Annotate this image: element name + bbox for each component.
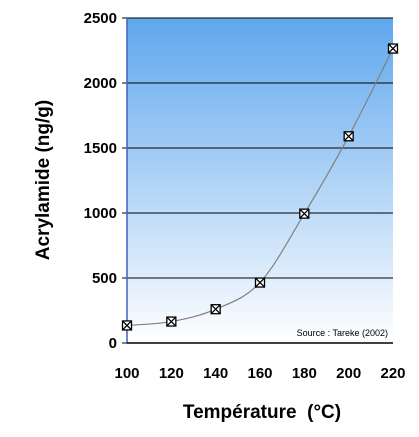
y-tick-labels: 0 500 1000 1500 2000 2500 [84, 10, 117, 352]
y-tick-label: 1000 [84, 205, 117, 222]
x-tick-label: 220 [380, 365, 405, 382]
data-point-marker [343, 131, 354, 142]
x-axis-title: Température (°C) [183, 402, 341, 423]
x-tick-label: 160 [247, 365, 272, 382]
data-point-marker [166, 316, 177, 327]
y-tick-label: 0 [109, 335, 117, 352]
y-tick-label: 500 [92, 270, 117, 287]
x-tick-label: 100 [114, 365, 139, 382]
gridlines [122, 17, 393, 344]
x-tick-label: 140 [203, 365, 228, 382]
source-annotation: Source : Tareke (2002) [297, 328, 388, 338]
x-tick-label: 180 [292, 365, 317, 382]
x-tick-label: 120 [159, 365, 184, 382]
data-point-marker [387, 43, 399, 54]
axes [126, 18, 393, 344]
y-axis-title: Acrylamide (ng/g) [33, 100, 54, 260]
x-tick-labels: 100 120 140 160 180 200 220 [114, 365, 405, 382]
plot-area [127, 18, 393, 343]
data-point-marker [121, 320, 133, 331]
y-tick-label: 2000 [84, 75, 117, 92]
data-series [121, 43, 399, 331]
y-tick-label: 1500 [84, 140, 117, 157]
data-point-marker [254, 277, 266, 288]
y-tick-label: 2500 [84, 10, 117, 27]
data-point-marker [299, 208, 310, 219]
x-tick-label: 200 [336, 365, 361, 382]
data-point-marker [210, 304, 221, 315]
